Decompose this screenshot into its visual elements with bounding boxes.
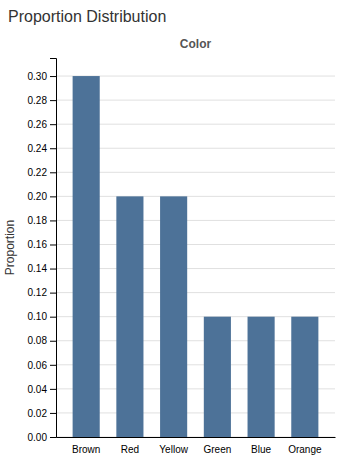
tick: Blue — [251, 444, 271, 455]
tick: 0.20 — [28, 191, 56, 202]
tick-label: 0.00 — [28, 432, 48, 443]
tick-mark — [50, 220, 56, 221]
bar — [116, 196, 143, 437]
bar — [73, 76, 100, 437]
y-axis: 0.00 0.02 0.04 0.06 0.08 0.10 0.12 0.14 0.16 0.18… — [28, 59, 57, 443]
tick: 0.24 — [28, 143, 56, 154]
tick: 0.02 — [28, 408, 56, 419]
tick-mark — [50, 100, 56, 101]
tick-label: 0.16 — [28, 239, 48, 250]
tick: 0.16 — [28, 239, 56, 250]
plot: 0.00 0.02 0.04 0.06 0.08 0.10 0.12 0.14 0.16 0.18… — [28, 59, 336, 456]
tick-mark — [50, 317, 56, 318]
tick: Red — [121, 444, 139, 455]
tick-mark — [50, 269, 56, 270]
tick-mark — [50, 148, 56, 149]
tick-label: Green — [203, 444, 231, 455]
tick-label: Brown — [72, 444, 100, 455]
tick: 0.14 — [28, 263, 56, 274]
tick: 0.28 — [28, 95, 56, 106]
tick-mark — [50, 389, 56, 390]
tick: 0.08 — [28, 335, 56, 346]
tick: 0.10 — [28, 311, 56, 322]
tick: Brown — [72, 444, 100, 455]
tick-label: Yellow — [159, 444, 188, 455]
chart: 0.00 0.02 0.04 0.06 0.08 0.10 0.12 0.14 0.16 0.18… — [0, 0, 349, 467]
tick-label: Blue — [251, 444, 271, 455]
tick-mark — [50, 437, 56, 438]
bar — [248, 317, 275, 437]
tick: Orange — [288, 444, 322, 455]
tick-label: 0.08 — [28, 335, 48, 346]
tick: 0.18 — [28, 215, 56, 226]
tick-mark — [50, 293, 56, 294]
x-axis: Brown Red Yellow Green Blue Orange — [57, 438, 336, 456]
tick: Green — [203, 444, 231, 455]
tick-label: Orange — [288, 444, 322, 455]
tick: 0.06 — [28, 360, 56, 371]
tick-mark — [50, 341, 56, 342]
tick-mark — [50, 124, 56, 125]
tick-label: 0.04 — [28, 384, 48, 395]
tick-label: Red — [121, 444, 139, 455]
tick: 0.30 — [28, 71, 56, 82]
bars — [73, 76, 319, 437]
grid — [56, 76, 335, 437]
tick-label: 0.12 — [28, 287, 48, 298]
subtitle: Color — [180, 37, 212, 51]
axis-line — [50, 59, 57, 438]
tick-mark — [50, 196, 56, 197]
tick-label: 0.20 — [28, 191, 48, 202]
tick-mark — [50, 244, 56, 245]
tick-label: 0.06 — [28, 360, 48, 371]
tick: Yellow — [159, 444, 188, 455]
tick-label: 0.22 — [28, 167, 48, 178]
tick-mark — [50, 76, 56, 77]
tick-label: 0.02 — [28, 408, 48, 419]
tick-label: 0.24 — [28, 143, 48, 154]
tick: 0.12 — [28, 287, 56, 298]
tick-label: 0.18 — [28, 215, 48, 226]
bar — [160, 196, 187, 437]
tick: 0.04 — [28, 384, 56, 395]
tick-label: 0.14 — [28, 263, 48, 274]
tick-mark — [50, 365, 56, 366]
tick-label: 0.10 — [28, 311, 48, 322]
tick: 0.22 — [28, 167, 56, 178]
bar — [204, 317, 231, 437]
title: Proportion Distribution — [8, 8, 166, 25]
bar — [291, 317, 318, 437]
tick-label: 0.30 — [28, 71, 48, 82]
axis-line — [57, 437, 336, 438]
tick-label: 0.28 — [28, 95, 48, 106]
tick: 0.00 — [28, 432, 56, 443]
tick-mark — [50, 413, 56, 414]
y-axis-title: Proportion — [3, 220, 17, 275]
tick: 0.26 — [28, 119, 56, 130]
tick-label: 0.26 — [28, 119, 48, 130]
tick-mark — [50, 172, 56, 173]
